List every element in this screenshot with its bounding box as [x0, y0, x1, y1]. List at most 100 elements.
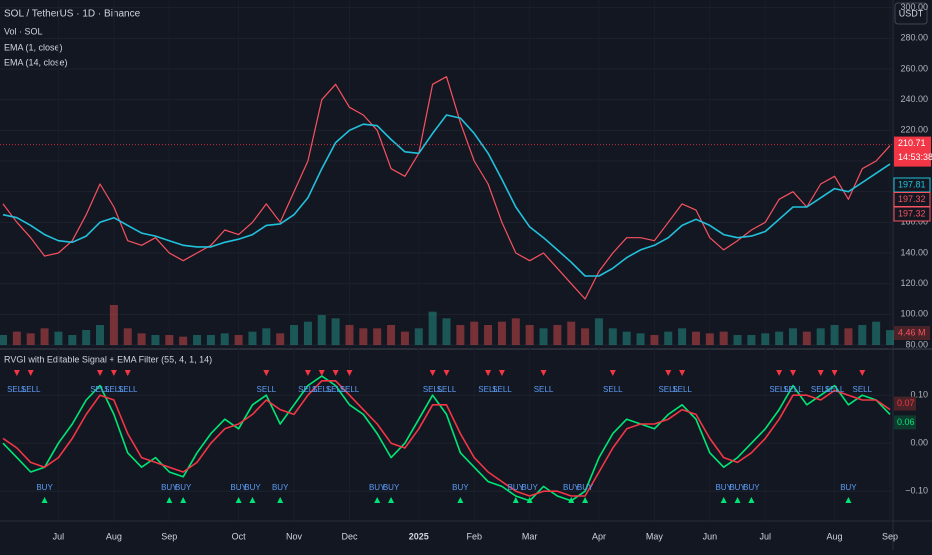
- sell-label: SELL: [769, 385, 789, 394]
- volume-bar: [511, 318, 520, 345]
- y-tick-label: 100.00: [900, 309, 928, 319]
- volume-bar: [276, 333, 285, 345]
- volume-bar: [151, 335, 160, 345]
- y-tick-label: 0.10: [910, 390, 928, 400]
- sell-label: SELL: [492, 385, 512, 394]
- volume-bar: [123, 328, 132, 345]
- buy-marker: [512, 497, 519, 503]
- x-tick-label: Sep: [161, 531, 177, 541]
- volume-bar: [137, 333, 146, 345]
- sell-label: SELL: [312, 385, 332, 394]
- y-tick-label: 140.00: [900, 247, 928, 257]
- volume-bar: [484, 325, 493, 345]
- sell-label: SELL: [658, 385, 678, 394]
- price-tag: [893, 206, 931, 222]
- x-tick-label: Aug: [827, 531, 843, 541]
- buy-label: BUY: [729, 483, 746, 492]
- buy-marker: [748, 497, 755, 503]
- volume-bar: [678, 328, 687, 345]
- buy-label: BUY: [383, 483, 400, 492]
- currency-button[interactable]: USDT: [894, 2, 928, 25]
- volume-bar: [456, 325, 465, 345]
- sell-marker: [540, 370, 547, 376]
- volume-bar: [290, 325, 299, 345]
- sell-marker: [97, 370, 104, 376]
- buy-label: BUY: [452, 483, 469, 492]
- volume-bar: [40, 328, 49, 345]
- volume-bar: [581, 328, 590, 345]
- x-tick-label: Jul: [760, 531, 772, 541]
- volume-bar: [0, 335, 7, 345]
- sell-marker: [27, 370, 34, 376]
- sell-marker: [485, 370, 492, 376]
- sell-label: SELL: [603, 385, 623, 394]
- x-tick-label: May: [646, 531, 664, 541]
- buy-marker: [526, 497, 533, 503]
- sell-marker: [429, 370, 436, 376]
- volume-bar: [788, 328, 797, 345]
- volume-bar: [345, 325, 354, 345]
- sell-label: SELL: [90, 385, 110, 394]
- buy-marker: [568, 497, 575, 503]
- volume-bar: [179, 336, 188, 345]
- x-tick-label: Mar: [522, 531, 538, 541]
- osc-tag-text: 0.07: [897, 398, 915, 408]
- volume-legend: Vol · SOL: [4, 26, 43, 36]
- volume-bar: [816, 328, 825, 345]
- volume-bar: [234, 335, 243, 345]
- y-tick-label: 260.00: [900, 63, 928, 73]
- buy-label: BUY: [272, 483, 289, 492]
- y-tick-label: 160.00: [900, 217, 928, 227]
- x-tick-label: Sep: [882, 531, 898, 541]
- volume-bar: [525, 325, 534, 345]
- last-price-text: 210.71: [898, 138, 926, 148]
- currency-button-box[interactable]: [894, 2, 928, 25]
- buy-marker: [845, 497, 852, 503]
- volume-bar: [428, 311, 437, 345]
- volume-bar: [109, 305, 118, 345]
- buy-label: BUY: [563, 483, 580, 492]
- buy-label: BUY: [230, 483, 247, 492]
- volume-bar: [747, 335, 756, 345]
- buy-marker: [235, 497, 242, 503]
- volume-bar: [193, 335, 202, 345]
- sell-marker: [304, 370, 311, 376]
- sell-marker: [789, 370, 796, 376]
- volume-bar: [303, 321, 312, 345]
- currency-button-text[interactable]: USDT: [899, 8, 924, 18]
- y-tick-label: 120.00: [900, 278, 928, 288]
- sell-marker: [332, 370, 339, 376]
- volume-bar: [96, 325, 105, 345]
- volume-bar: [636, 333, 645, 345]
- x-tick-label: Oct: [232, 531, 247, 541]
- sell-label: SELL: [326, 385, 346, 394]
- sell-marker: [110, 370, 117, 376]
- buy-marker: [41, 497, 48, 503]
- volume-bar: [567, 321, 576, 345]
- buy-marker: [277, 497, 284, 503]
- price-tag-text: 197.32: [898, 208, 926, 218]
- buy-label: BUY: [743, 483, 760, 492]
- osc-tag: [894, 396, 916, 411]
- ema-legend: EMA (1, close): [4, 42, 63, 52]
- sell-marker: [443, 370, 450, 376]
- sell-label: SELL: [340, 385, 360, 394]
- sell-marker: [13, 370, 20, 376]
- sell-label: SELL: [825, 385, 845, 394]
- sell-marker: [859, 370, 866, 376]
- buy-label: BUY: [521, 483, 538, 492]
- x-tick-label: Apr: [592, 531, 606, 541]
- volume-bar: [387, 325, 396, 345]
- volume-bar: [886, 330, 894, 345]
- sell-marker: [817, 370, 824, 376]
- series-line: [2, 380, 891, 497]
- sell-label: SELL: [118, 385, 138, 394]
- volume-bar: [317, 315, 326, 345]
- volume-bar: [400, 331, 409, 345]
- volume-bar: [719, 331, 728, 345]
- x-tick-label: Dec: [341, 531, 358, 541]
- volume-bar: [733, 335, 742, 345]
- buy-marker: [180, 497, 187, 503]
- volume-bar: [442, 318, 451, 345]
